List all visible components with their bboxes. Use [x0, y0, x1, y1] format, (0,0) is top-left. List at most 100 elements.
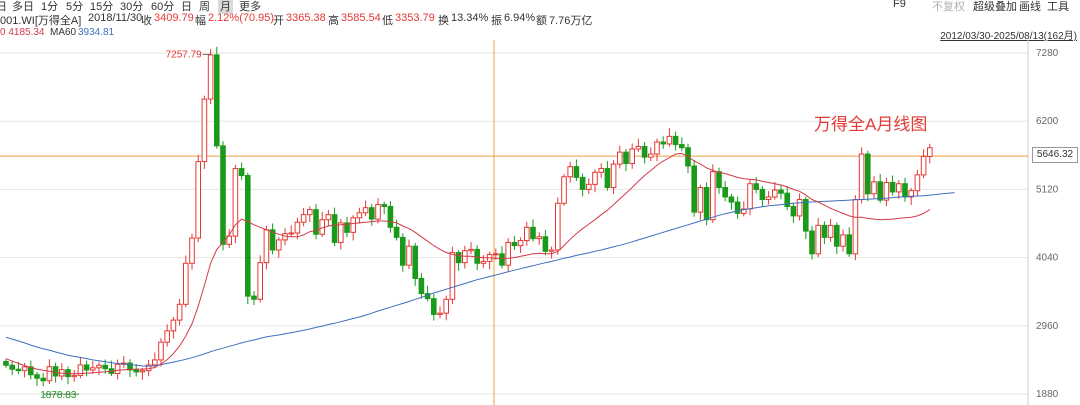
- ma-short-line: [5, 152, 931, 375]
- period-tab-4[interactable]: 15分: [90, 1, 114, 13]
- period-tab-6[interactable]: 60分: [151, 1, 175, 13]
- toolbar-right-2[interactable]: 超级叠加: [973, 1, 1017, 13]
- candle-body: [3, 360, 9, 366]
- candle-body: [276, 239, 282, 251]
- candle-body: [517, 240, 524, 247]
- candle-body: [400, 236, 406, 266]
- candle-body: [375, 204, 381, 220]
- date-range-text[interactable]: 2012/03/30-2025/08/13(162月): [940, 31, 1077, 42]
- candle-body: [877, 181, 884, 201]
- toolbar-right-0[interactable]: F9: [893, 0, 906, 10]
- period-toolbar: 日多日 1分 5分 15分 30分 60分日周月更多 F9 不复权 超级叠加 画线 工具: [0, 0, 1080, 14]
- period-tab-10[interactable]: 更多: [239, 1, 261, 13]
- turnover-value: 13.34%: [451, 12, 489, 24]
- max-label: 7257.79: [166, 49, 203, 60]
- candle-body: [362, 207, 369, 214]
- candle-body: [232, 168, 239, 237]
- candle-body: [139, 370, 146, 373]
- candle-body: [40, 377, 47, 382]
- candle-body: [201, 98, 208, 163]
- candle-body: [604, 168, 611, 189]
- candle-body: [654, 141, 660, 155]
- turnover-label: 换: [438, 15, 449, 27]
- candle-body: [127, 362, 133, 371]
- candle-body: [883, 181, 890, 201]
- candle-body: [815, 224, 822, 255]
- period-tab-7[interactable]: 日: [181, 1, 192, 13]
- candle-body: [114, 363, 121, 374]
- y-tick-label: 5120: [1036, 184, 1059, 195]
- candle-body: [307, 209, 313, 216]
- candle-body: [573, 166, 580, 178]
- close-value: 3409.79: [154, 12, 194, 24]
- candle-body: [753, 183, 760, 190]
- candle-body: [468, 248, 474, 252]
- candle-body: [617, 151, 623, 165]
- period-tab-8[interactable]: 周: [199, 1, 210, 13]
- candle-body: [325, 214, 332, 221]
- candle-body: [914, 174, 921, 192]
- candle-body: [896, 183, 902, 193]
- candle-body: [96, 364, 102, 369]
- period-tab-1[interactable]: 多日: [12, 1, 34, 13]
- candle-body: [679, 144, 685, 149]
- candle-body: [437, 312, 443, 315]
- candle-body: [703, 187, 710, 221]
- toolbar-right-1[interactable]: 不复权: [932, 1, 965, 13]
- candle-body: [300, 214, 307, 223]
- period-tab-9[interactable]: 月: [218, 0, 233, 14]
- bar-date: 2018/11/30: [88, 12, 143, 24]
- y-tick-label: 4040: [1036, 253, 1059, 264]
- candle-body: [52, 366, 59, 377]
- candle-body: [784, 192, 791, 207]
- candle-body: [790, 205, 797, 217]
- date-range[interactable]: 2012/03/30-2025/08/13(162月): [940, 27, 1077, 42]
- candle-body: [803, 199, 809, 232]
- candle-body: [846, 234, 853, 255]
- candle-body: [183, 262, 189, 305]
- toolbar-right-4[interactable]: 工具: [1047, 1, 1069, 13]
- low-label: 低: [382, 15, 393, 27]
- candle-body: [220, 145, 226, 245]
- candle-body: [431, 298, 437, 315]
- candle-body: [586, 183, 592, 190]
- candle-body: [759, 188, 766, 201]
- period-tab-0[interactable]: 日: [0, 1, 7, 13]
- candle-body: [21, 366, 28, 372]
- period-tab-5[interactable]: 30分: [120, 1, 144, 13]
- candle-body: [511, 241, 518, 247]
- candle-body: [214, 54, 220, 147]
- candle-body: [765, 196, 772, 201]
- high-value: 3585.54: [341, 12, 381, 24]
- candle-body: [548, 249, 555, 252]
- candle-body: [858, 153, 865, 201]
- candle-body: [269, 229, 276, 251]
- security-code: 001.WI[万得全A]: [0, 15, 82, 27]
- candle-body: [102, 364, 109, 370]
- toolbar-right-3[interactable]: 画线: [1019, 1, 1041, 13]
- candle-body: [821, 224, 828, 238]
- candle-body: [15, 368, 22, 372]
- amount-value: 7.76万亿: [549, 15, 593, 27]
- period-tab-2[interactable]: 1分: [41, 1, 59, 13]
- candle-body: [889, 181, 896, 193]
- close-label: 收: [141, 15, 152, 27]
- candle-body: [9, 364, 15, 370]
- candle-body: [499, 253, 505, 266]
- candle-body: [710, 171, 716, 221]
- candle-body: [530, 226, 536, 240]
- candle-body: [697, 187, 704, 213]
- ma60-value: 3934.81: [78, 27, 115, 38]
- candle-body: [133, 369, 139, 373]
- candle-body: [34, 374, 40, 379]
- candle-body: [189, 237, 195, 264]
- candle-body: [195, 161, 201, 239]
- candle-body: [412, 245, 418, 279]
- candle-body: [176, 303, 183, 321]
- candle-body: [623, 151, 629, 165]
- candle-body: [393, 226, 400, 238]
- candle-body: [356, 212, 363, 219]
- change-label: 幅: [195, 15, 206, 27]
- period-tab-3[interactable]: 5分: [66, 1, 84, 13]
